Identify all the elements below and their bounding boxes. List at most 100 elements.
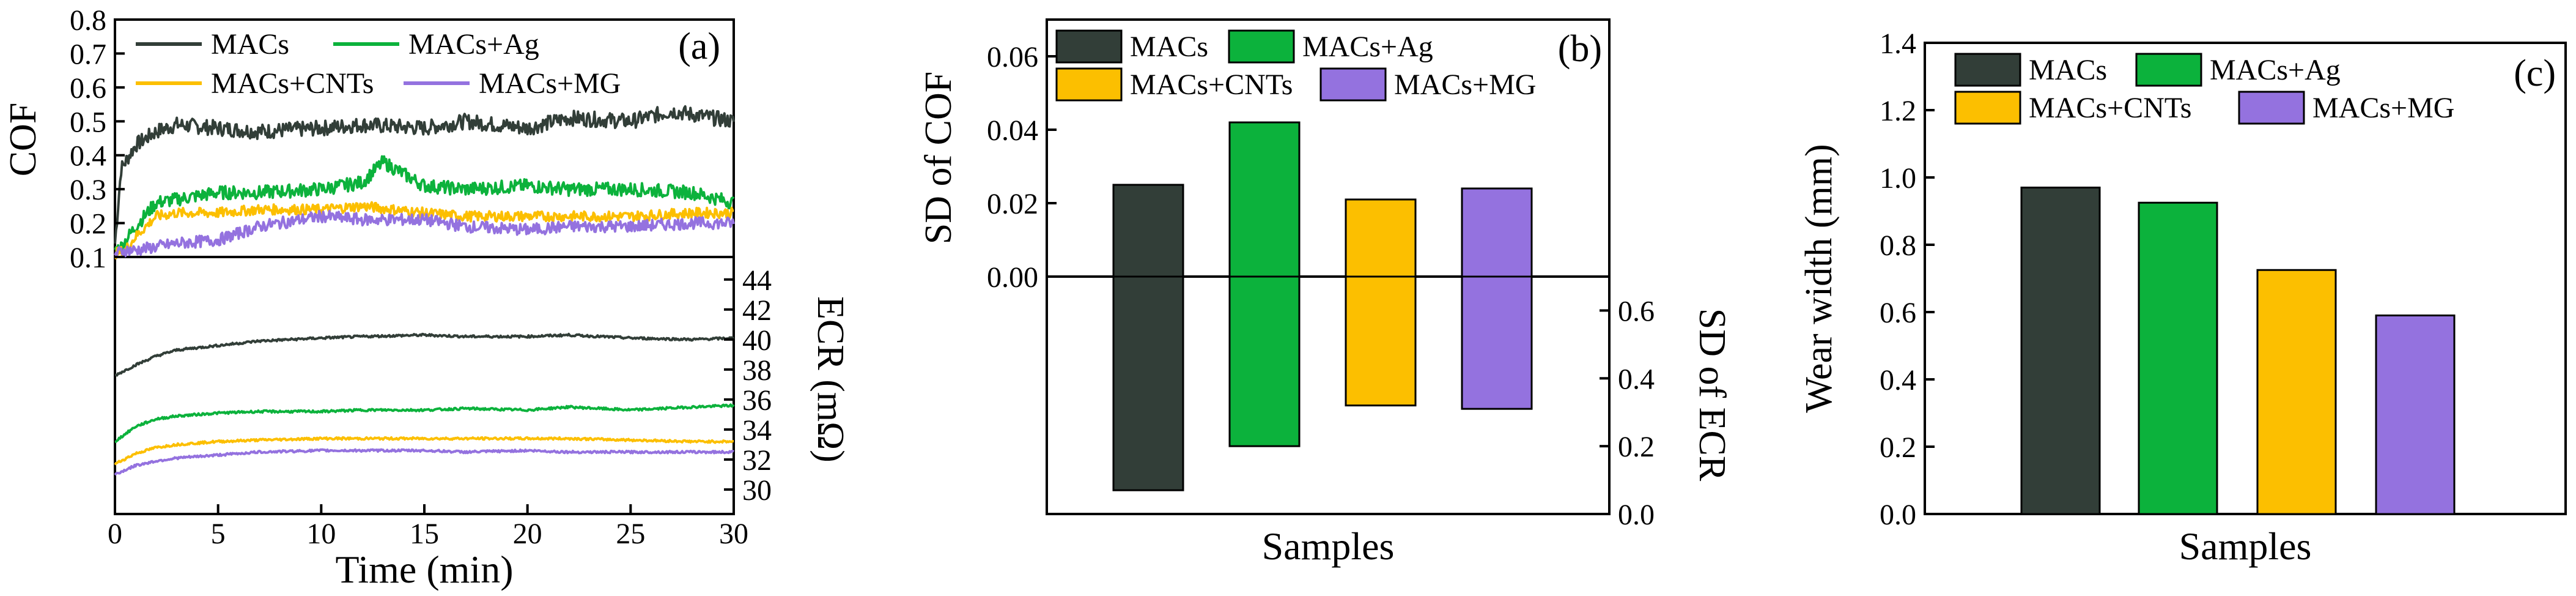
panel-b-label: (b) <box>1558 28 1602 70</box>
legend-b-swatch-macs-mg <box>1319 67 1387 102</box>
sd-cof-tick-label: 0.02 <box>987 188 1038 220</box>
legend-c-swatch-macs-mg <box>2238 91 2305 125</box>
legend-c-swatch-macs-cnts <box>1954 91 2021 125</box>
sd-ecr-bar-macs-cnts <box>1345 275 1417 407</box>
ecr-tick-label: 42 <box>742 294 772 327</box>
wear-width-tick-label: 0.0 <box>1880 499 1916 531</box>
cof-tick-label: 0.6 <box>70 72 106 105</box>
panel-c-x-axis-label: Samples <box>2179 524 2312 568</box>
wear-width-tick-label: 1.4 <box>1880 28 1916 60</box>
wear-width-tick-label: 0.2 <box>1880 431 1916 464</box>
sd-cof-tick-label: 0.00 <box>987 261 1038 294</box>
wear-width-bar-macs-mg <box>2375 315 2456 515</box>
sd-ecr-axis-label: SD of ECR <box>1691 308 1733 482</box>
ecr-tick-label: 38 <box>742 354 772 387</box>
panel-b-frame <box>1046 18 1611 515</box>
ecr-tick-label: 44 <box>742 264 772 297</box>
series-line-macs-mg <box>114 448 735 476</box>
sd-ecr-tick-label: 0.6 <box>1618 295 1655 327</box>
legend-b-swatch-macs-ag <box>1228 29 1295 64</box>
wear-width-bar-macs-cnts <box>2256 269 2337 515</box>
wear-width-tick-label: 0.8 <box>1880 229 1916 262</box>
series-line-macs-cnts <box>114 201 734 259</box>
time-tick-label: 10 <box>306 518 336 550</box>
time-x-ticks: 0 5 10 15 20 25 30 <box>108 504 748 550</box>
sd-cof-bar-macs-ag <box>1228 121 1301 278</box>
legend-a-label-macs-cnts: MACs+CNTs <box>211 67 374 100</box>
sd-ecr-bars <box>1112 275 1533 491</box>
cof-axis-label: COF <box>2 103 44 177</box>
legend-b-swatch-macs-cnts <box>1055 67 1123 102</box>
sd-cof-tick-label: 0.04 <box>987 114 1038 147</box>
sd-cof-bar-macs-mg <box>1461 187 1533 278</box>
legend-b-label-macs-cnts: MACs+CNTs <box>1130 69 1293 101</box>
legend-a-label-macs-mg: MACs+MG <box>479 67 621 100</box>
sd-ecr-bar-macs-ag <box>1228 275 1301 447</box>
sd-ecr-tick-label: 0.0 <box>1618 499 1655 531</box>
ecr-tick-label: 30 <box>742 474 772 507</box>
wear-width-bars <box>2020 187 2456 515</box>
ecr-axis-label: ECR (mΩ) <box>810 296 851 463</box>
legend-c-swatch-macs-ag <box>2135 53 2202 87</box>
sd-cof-bars <box>1112 121 1533 278</box>
cof-tick-label: 0.7 <box>70 38 106 70</box>
series-line-macs-ag <box>114 155 735 256</box>
ecr-tick-label: 36 <box>742 384 772 417</box>
sd-ecr-bar-macs-mg <box>1461 275 1533 410</box>
wear-width-bar-macs-ag <box>2138 201 2218 515</box>
sd-cof-axis-label: SD of COF <box>918 72 959 245</box>
legend-b-swatch-macs <box>1055 29 1123 64</box>
time-tick-label: 0 <box>108 518 122 550</box>
panel-c: 0.0 0.2 0.4 0.6 0.8 1.0 1.2 1.4 Wear width (mm)… <box>1798 28 2567 568</box>
sd-cof-y-ticks: 0.00 0.02 0.04 0.06 <box>987 41 1057 294</box>
cof-tick-label: 0.2 <box>70 208 106 240</box>
sd-cof-bar-macs-cnts <box>1345 198 1417 278</box>
wear-width-y-ticks: 0.0 0.2 0.4 0.6 0.8 1.0 1.2 1.4 <box>1880 28 1935 531</box>
wear-width-bar-macs <box>2020 187 2101 515</box>
cof-y-ticks: 0.10.20.30.40.50.60.70.8 <box>70 4 125 274</box>
sd-cof-bar-macs <box>1112 184 1184 278</box>
cof-tick-label: 0.8 <box>70 4 106 37</box>
time-tick-label: 25 <box>616 518 645 550</box>
series-line-macs-cnts <box>114 436 734 466</box>
panel-b-x-axis-label: Samples <box>1262 524 1395 568</box>
series-line-macs-mg <box>114 209 735 258</box>
legend-c-label-macs-cnts: MACs+CNTs <box>2029 92 2191 124</box>
wear-width-tick-label: 1.2 <box>1880 95 1916 127</box>
legend-c-label-macs-mg: MACs+MG <box>2312 92 2454 124</box>
sd-ecr-bar-macs <box>1112 275 1184 491</box>
sd-ecr-tick-label: 0.4 <box>1618 363 1655 395</box>
series-line-macs <box>114 332 735 377</box>
panel-c-frame <box>1924 42 2567 515</box>
panel-c-label: (c) <box>2514 53 2556 94</box>
cof-tick-label: 0.5 <box>70 106 106 138</box>
cof-tick-label: 0.1 <box>70 242 106 274</box>
legend-c-swatch-macs <box>1954 53 2021 87</box>
legend-c-label-macs-ag: MACs+Ag <box>2210 54 2341 86</box>
wear-width-tick-label: 1.0 <box>1880 162 1916 195</box>
ecr-tick-label: 40 <box>742 324 772 357</box>
time-tick-label: 20 <box>513 518 542 550</box>
panel-a: 0.10.20.30.40.50.60.70.8 303234363840424… <box>2 4 851 591</box>
ecr-tick-label: 34 <box>742 414 772 447</box>
panel-c-legend: MACs MACs+Ag MACs+CNTs MACs+MG <box>1954 53 2454 125</box>
panel-a-bottom-plot <box>114 332 735 476</box>
legend-a-label-macs: MACs <box>211 28 289 61</box>
legend-a-label-macs-ag: MACs+Ag <box>408 28 539 61</box>
wear-width-tick-label: 0.4 <box>1880 364 1916 397</box>
time-axis-label: Time (min) <box>336 548 514 591</box>
legend-c-label-macs: MACs <box>2029 54 2107 86</box>
time-tick-label: 15 <box>410 518 439 550</box>
sd-ecr-tick-label: 0.2 <box>1618 431 1655 463</box>
legend-b-label-macs: MACs <box>1130 31 1208 63</box>
sd-cof-tick-label: 0.06 <box>987 41 1038 73</box>
cof-tick-label: 0.3 <box>70 174 106 206</box>
time-tick-label: 30 <box>719 518 748 550</box>
ecr-tick-label: 32 <box>742 444 772 477</box>
panel-b: 0.000.020.040.06 0.00.20.40.6 SD of COF … <box>918 18 1733 568</box>
panel-a-label: (a) <box>678 26 720 67</box>
series-line-macs <box>114 105 735 244</box>
panel-a-legend: MACs MACs+Ag MACs+CNTs MACs+MG <box>136 28 621 100</box>
